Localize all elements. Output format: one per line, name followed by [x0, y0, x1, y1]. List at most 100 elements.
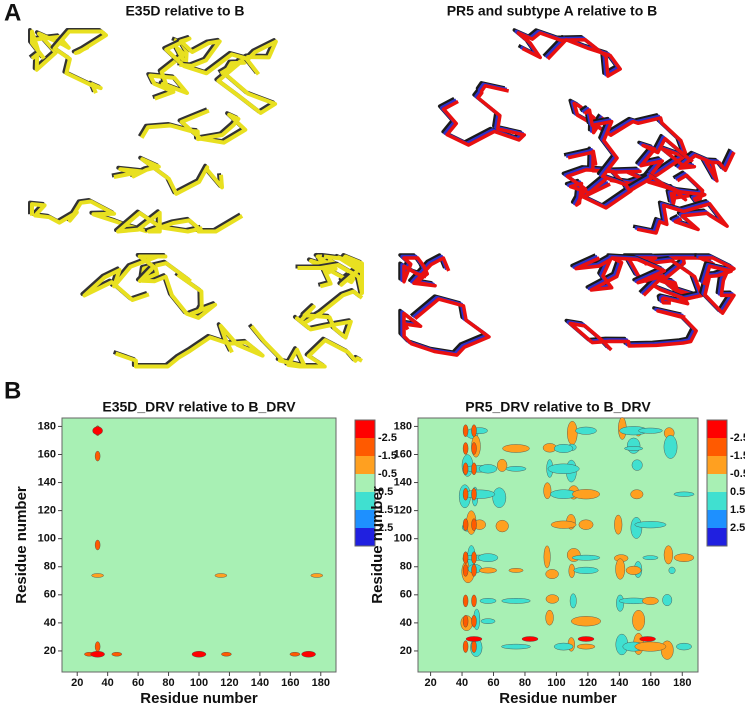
- plot-title: PR5_DRV relative to B_DRV: [465, 399, 651, 415]
- x-tick-label: 60: [487, 677, 499, 689]
- y-axis-label: Residue number: [369, 486, 386, 604]
- x-tick-label: 160: [281, 677, 299, 689]
- contour-feature: [631, 459, 643, 471]
- contour-feature: [663, 435, 678, 459]
- contour-feature: [462, 442, 469, 455]
- contour-feature: [90, 651, 105, 658]
- contour-feature: [573, 566, 599, 574]
- contour-feature: [289, 652, 301, 657]
- backbone-trace: [164, 36, 261, 76]
- backbone-trace: [139, 108, 248, 145]
- contour-feature: [462, 424, 469, 437]
- backbone-trace: [295, 289, 364, 340]
- x-tick-label: 140: [251, 677, 269, 689]
- x-tick-label: 60: [132, 677, 144, 689]
- contour-feature: [676, 642, 692, 651]
- colorbar-band: [355, 420, 375, 438]
- x-tick-label: 100: [190, 677, 208, 689]
- contour-feature: [567, 421, 578, 446]
- contour-feature: [462, 564, 469, 577]
- contour-feature: [478, 464, 498, 474]
- contour-feature: [547, 463, 580, 474]
- contour-feature: [471, 488, 477, 501]
- y-tick-label: 20: [400, 645, 412, 657]
- y-tick-label: 100: [394, 533, 412, 545]
- contour-feature: [545, 609, 554, 626]
- backbone-trace: [402, 256, 451, 288]
- contour-feature: [191, 651, 207, 658]
- contour-feature: [553, 642, 574, 651]
- colorbar-label: -1.5: [378, 450, 397, 462]
- contour-feature: [505, 466, 527, 472]
- contour-feature: [479, 567, 497, 574]
- contour-feature: [642, 596, 659, 605]
- contour-feature: [462, 594, 469, 608]
- contour-feature: [301, 651, 316, 658]
- contour-feature: [497, 458, 508, 472]
- contour-feature: [462, 640, 469, 653]
- contour-feature: [630, 489, 644, 500]
- contour-feature: [632, 610, 645, 631]
- y-tick-label: 60: [44, 589, 56, 601]
- contour-feature: [614, 514, 623, 535]
- contour-feature: [663, 545, 674, 565]
- contour-feature: [634, 521, 667, 529]
- y-tick-label: 60: [400, 589, 412, 601]
- contour-feature: [471, 594, 477, 608]
- backbone-trace: [116, 210, 244, 234]
- contour-feature: [462, 615, 469, 628]
- contour-feature: [480, 618, 496, 624]
- y-tick-label: 180: [38, 420, 56, 432]
- contour-feature: [471, 424, 477, 437]
- y-tick-label: 40: [44, 617, 56, 629]
- x-tick-label: 80: [519, 677, 531, 689]
- x-tick-label: 140: [610, 677, 628, 689]
- contour-feature: [626, 437, 641, 454]
- contour-feature: [639, 636, 656, 642]
- contour-feature: [462, 551, 469, 564]
- contour-feature: [492, 487, 507, 508]
- colorbar-band: [355, 528, 375, 546]
- contour-feature: [111, 652, 123, 657]
- contour-feature: [471, 518, 477, 531]
- colorbar-band: [355, 510, 375, 528]
- contour-feature: [221, 652, 232, 657]
- backbone-trace: [82, 254, 168, 302]
- contour-feature: [471, 640, 477, 653]
- y-tick-label: 80: [44, 561, 56, 573]
- contour-feature: [576, 643, 596, 650]
- contour-feature: [471, 551, 477, 564]
- y-axis-label: Residue number: [13, 486, 30, 604]
- colorbar-band: [707, 456, 727, 474]
- x-tick-label: 80: [162, 677, 174, 689]
- y-tick-label: 100: [38, 533, 56, 545]
- y-tick-label: 40: [400, 617, 412, 629]
- contour-feature: [571, 554, 601, 561]
- colorbar-frame: [354, 419, 376, 547]
- contour-feature: [662, 594, 673, 607]
- contour-feature: [630, 517, 643, 539]
- plot-title: E35D_DRV relative to B_DRV: [102, 399, 296, 415]
- panel-label: B: [4, 377, 21, 404]
- contour-feature: [462, 462, 469, 475]
- contour-feature: [477, 553, 499, 562]
- contour-feature: [638, 427, 663, 434]
- contour-feature: [91, 573, 104, 578]
- colorbar-frame: [706, 419, 728, 547]
- backbone-trace: [402, 297, 491, 357]
- panel-label: A: [4, 0, 21, 26]
- x-tick-label: 100: [547, 677, 565, 689]
- contour-feature: [471, 442, 477, 455]
- contour-feature: [465, 636, 483, 642]
- contour-feature: [501, 598, 531, 604]
- y-tick-label: 80: [400, 561, 412, 573]
- y-tick-label: 20: [44, 645, 56, 657]
- colorbar-band: [707, 492, 727, 510]
- x-axis-label: Residue number: [140, 690, 258, 707]
- contour-feature: [502, 444, 530, 453]
- x-tick-label: 120: [220, 677, 238, 689]
- backbone-trace: [572, 254, 665, 296]
- y-tick-label: 120: [394, 505, 412, 517]
- contour-feature: [553, 444, 574, 453]
